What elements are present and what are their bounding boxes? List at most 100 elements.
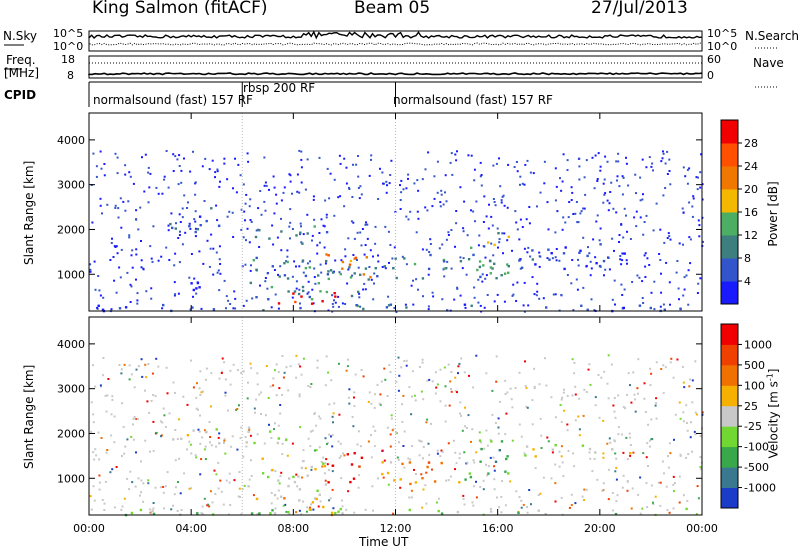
power-speckle xyxy=(543,182,546,185)
velocity-speckle xyxy=(396,456,399,459)
power-speckle xyxy=(473,179,476,182)
power-speckle xyxy=(455,222,458,225)
velocity-speckle xyxy=(694,433,697,436)
power-speckle xyxy=(120,248,123,251)
power-speckle xyxy=(282,191,285,194)
velocity-region-6-cell xyxy=(490,440,493,443)
power-region-9-cell xyxy=(194,230,197,234)
velocity-region-5-cell xyxy=(440,461,443,465)
power-speckle xyxy=(313,276,316,278)
velocity-speckle xyxy=(277,489,280,492)
power-speckle xyxy=(513,166,516,168)
velocity-speckle xyxy=(422,398,425,401)
power-speckle xyxy=(543,160,546,163)
velocity-colorbar-frame xyxy=(720,323,739,509)
velocity-speckle xyxy=(183,472,186,475)
x-tick-label: 00:00 xyxy=(73,522,105,535)
power-speckle xyxy=(173,281,176,284)
velocity-speckle xyxy=(152,420,155,423)
power-speckle xyxy=(302,271,305,274)
velocity-speckle xyxy=(615,478,618,481)
power-speckle xyxy=(555,259,558,262)
power-region-4-cell xyxy=(341,260,345,264)
power-speckle xyxy=(492,254,495,257)
velocity-speckle xyxy=(123,497,126,500)
power-region-2-cell xyxy=(348,266,351,269)
power-speckle xyxy=(462,257,465,260)
velocity-speckle xyxy=(504,504,507,507)
velocity-speckle xyxy=(124,445,127,448)
velocity-region-1-cell xyxy=(152,512,156,516)
velocity-speckle xyxy=(190,359,192,362)
velocity-speckle xyxy=(155,431,158,434)
nsearch-series-line xyxy=(88,42,702,46)
velocity-speckle xyxy=(491,413,494,416)
velocity-speckle xyxy=(128,364,131,367)
velocity-speckle xyxy=(496,496,498,499)
power-speckle xyxy=(357,175,360,178)
power-region-2-cell xyxy=(319,290,322,293)
power-speckle xyxy=(180,181,183,184)
velocity-speckle xyxy=(466,461,469,464)
velocity-speckle xyxy=(174,429,177,431)
velocity-speckle xyxy=(464,425,467,428)
freq-series-line xyxy=(88,72,703,76)
velocity-speckle xyxy=(142,482,145,485)
power-speckle xyxy=(443,275,446,278)
velocity-speckle xyxy=(209,436,212,438)
power-speckle xyxy=(311,288,314,291)
velocity-speckle xyxy=(402,394,405,397)
power-speckle xyxy=(340,259,343,262)
velocity-speckle xyxy=(613,410,616,413)
power-speckle xyxy=(689,238,692,241)
power-speckle xyxy=(644,265,647,268)
velocity-speckle xyxy=(405,359,408,362)
power-speckle xyxy=(273,186,276,189)
power-speckle xyxy=(311,239,313,242)
power-speckle xyxy=(641,280,644,283)
power-speckle xyxy=(493,300,496,303)
power-speckle xyxy=(116,156,119,159)
velocity-speckle xyxy=(305,510,308,513)
power-region-2-cell xyxy=(304,274,308,278)
velocity-speckle xyxy=(162,407,165,410)
velocity-region-2-cell xyxy=(323,465,327,468)
velocity-region-7-cell xyxy=(172,438,175,441)
power-speckle xyxy=(433,175,436,178)
velocity-speckle xyxy=(168,412,171,415)
power-speckle xyxy=(484,256,487,259)
velocity-speckle xyxy=(437,497,440,500)
velocity-speckle xyxy=(582,414,585,417)
power-speckle xyxy=(577,221,580,224)
x-tick-label: 08:00 xyxy=(277,522,309,535)
velocity-speckle xyxy=(302,500,304,503)
velocity-speckle xyxy=(593,457,596,460)
power-region-7-cell xyxy=(507,235,510,238)
power-speckle xyxy=(268,188,270,191)
power-speckle xyxy=(639,176,642,179)
velocity-speckle xyxy=(252,494,255,497)
power-speckle xyxy=(326,167,329,170)
velocity-speckle xyxy=(389,371,392,374)
power-speckle xyxy=(193,218,196,221)
power-region-8-cell xyxy=(578,251,581,254)
velocity-speckle xyxy=(573,372,576,375)
power-region-7-cell xyxy=(493,262,496,265)
velocity-speckle xyxy=(435,386,438,389)
power-speckle xyxy=(395,311,398,313)
velocity-speckle xyxy=(457,372,459,375)
velocity-speckle xyxy=(378,402,381,405)
velocity-speckle xyxy=(301,476,304,479)
velocity-speckle xyxy=(122,426,125,429)
power-speckle xyxy=(356,231,359,234)
power-speckle xyxy=(344,303,347,305)
velocity-speckle xyxy=(463,371,466,374)
power-speckle xyxy=(124,164,127,167)
velocity-speckle xyxy=(324,384,327,387)
velocity-speckle xyxy=(390,417,393,420)
velocity-speckle xyxy=(353,396,355,399)
velocity-speckle xyxy=(662,364,665,367)
power-speckle xyxy=(296,173,299,176)
power-speckle xyxy=(613,249,615,252)
power-speckle xyxy=(496,227,499,230)
